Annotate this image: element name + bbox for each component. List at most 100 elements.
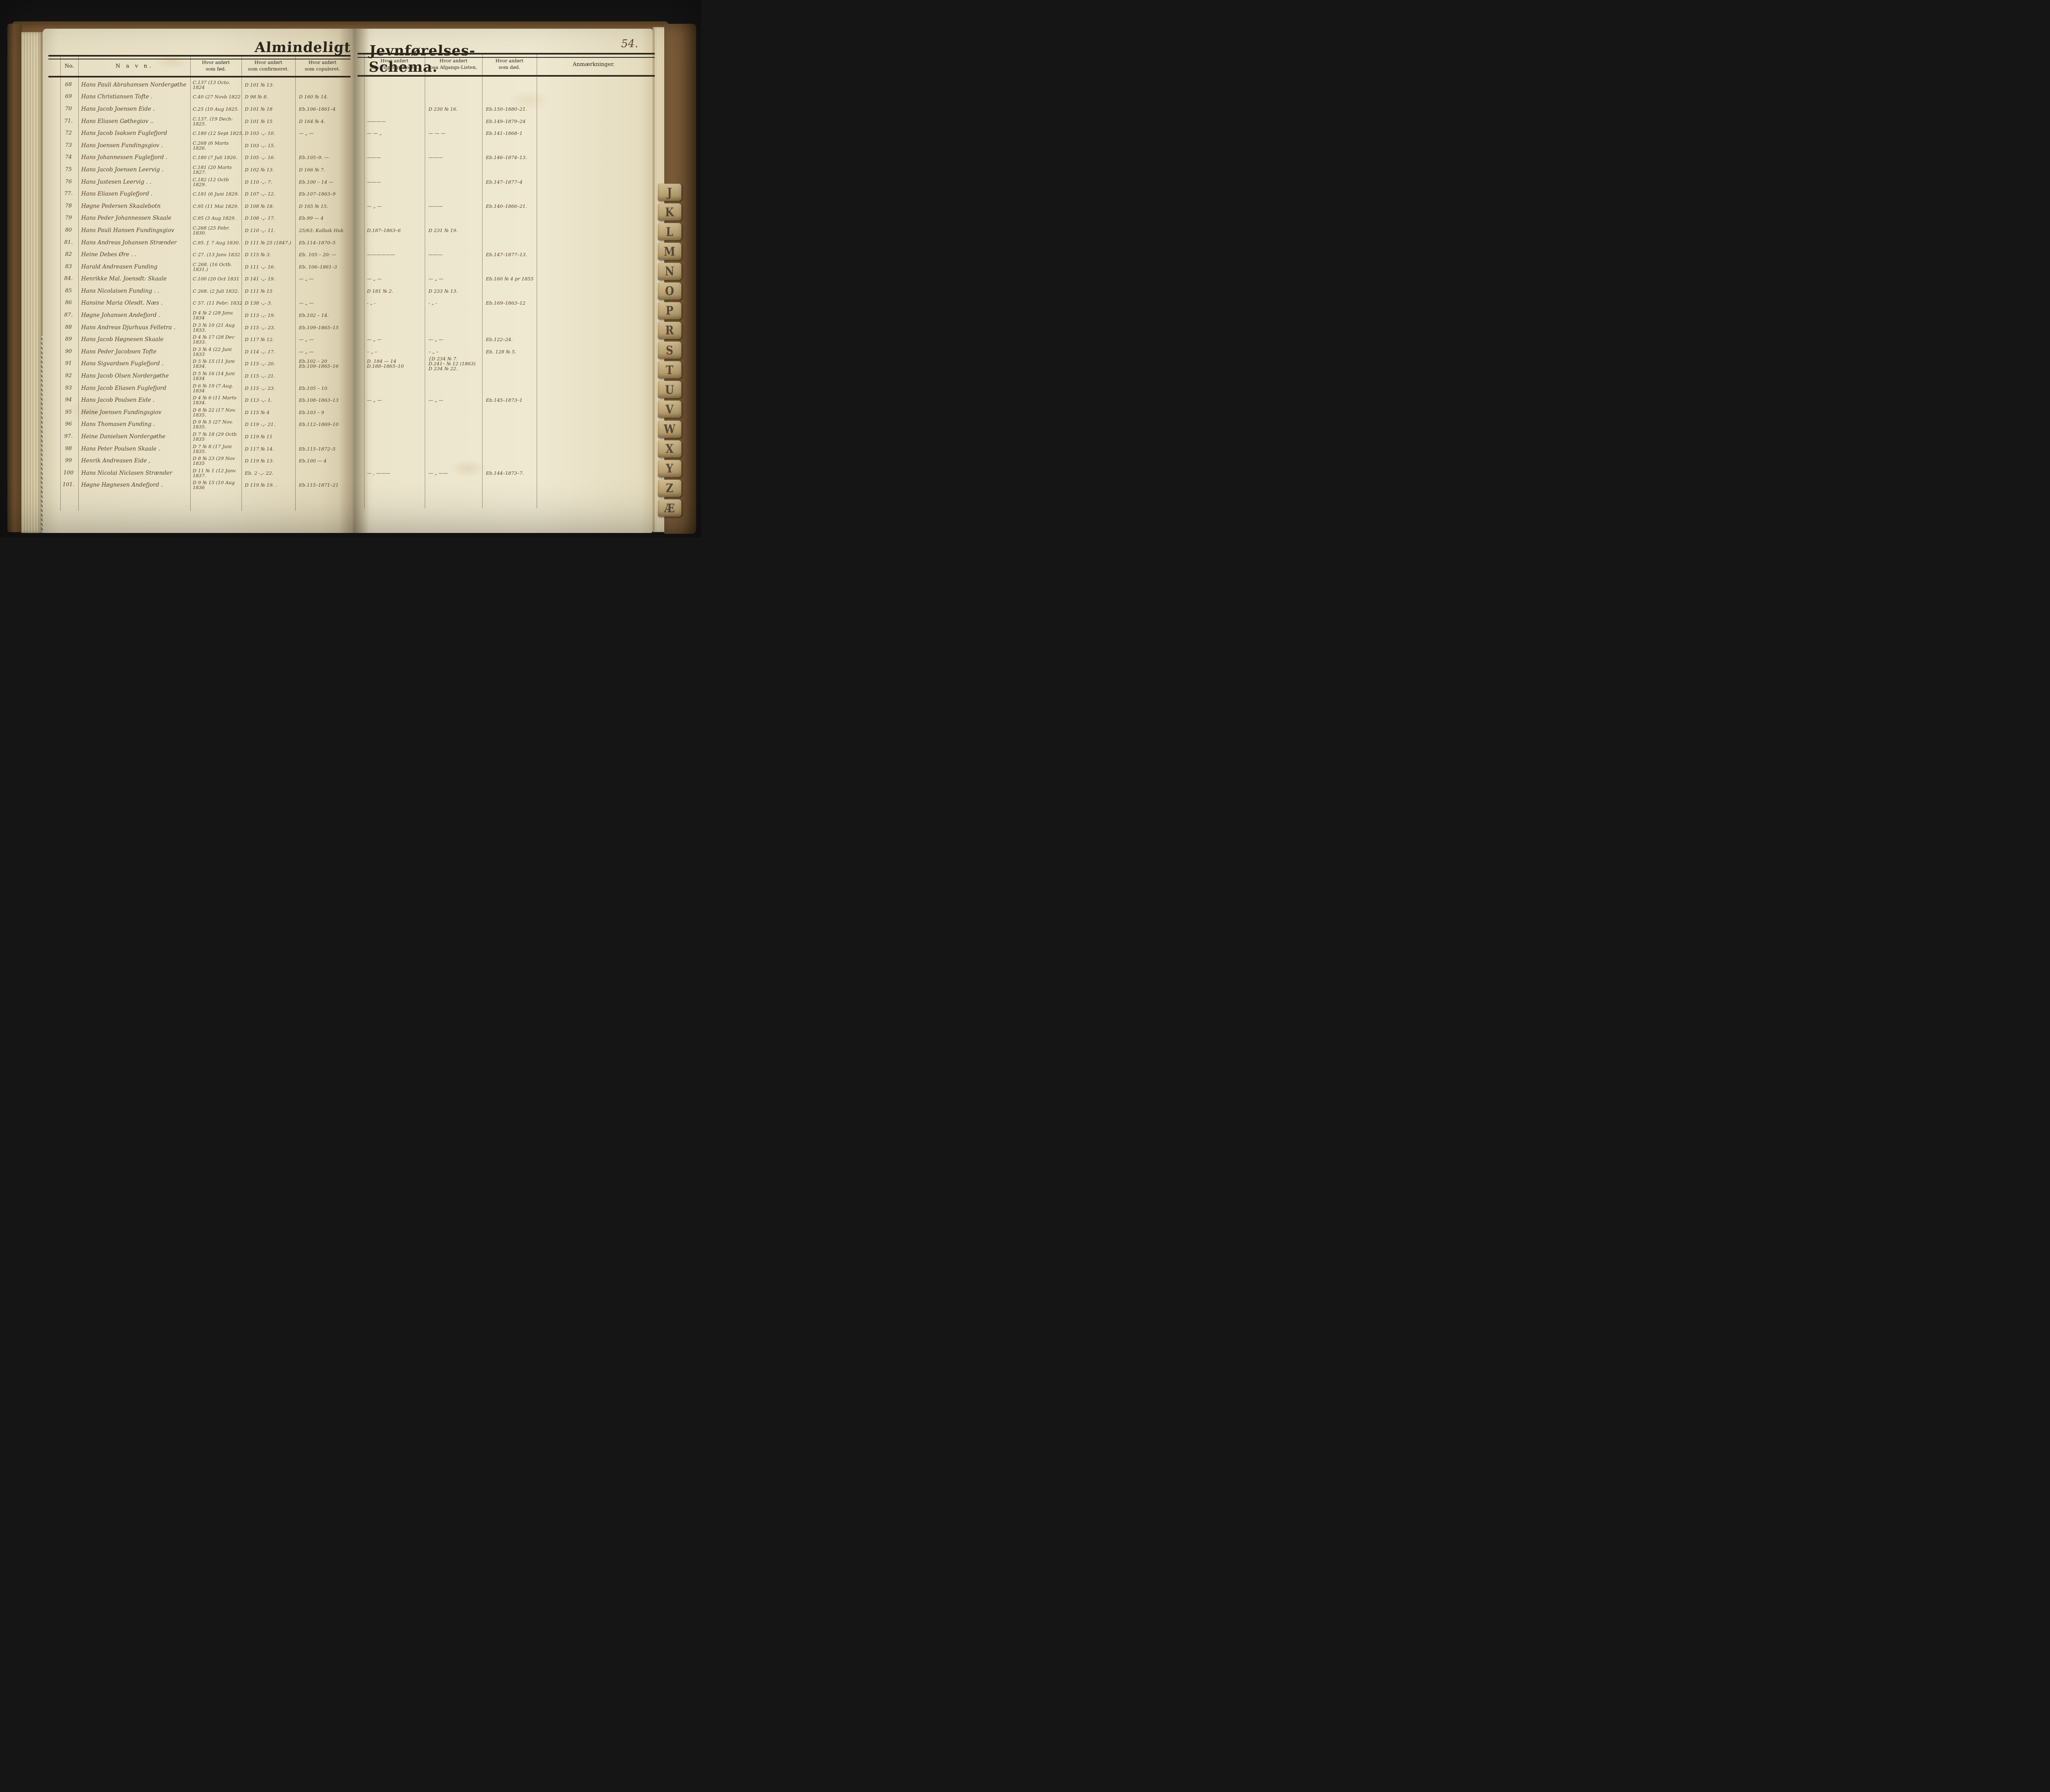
cell-navn: Hans Jacob Isaksen Fuglefjord <box>81 130 167 137</box>
cell-navn: Henrikke Mal. Joensdt: Skaale <box>81 276 167 282</box>
row-number: 95 <box>65 409 72 415</box>
row-number: 99 <box>65 458 72 464</box>
row-number: 88 <box>65 324 72 330</box>
index-tab: X <box>658 440 681 458</box>
header-rule <box>48 76 351 77</box>
row-number: 75 <box>65 166 72 173</box>
index-tab-letter: M <box>664 244 675 259</box>
cell-copuleret-ref: Eb.103 – 9 <box>299 409 324 415</box>
cell-foed-ref: D 5 № 15 (11 Juni 1834. <box>193 358 235 369</box>
row-number: 79 <box>65 215 72 221</box>
row-number: 70 <box>65 105 72 112</box>
row-number: 78 <box>65 203 72 209</box>
index-tab: P <box>658 302 681 319</box>
cell-foed-ref: C.95 (11 Mai 1829. <box>193 203 239 209</box>
cell-navn: Hans Andreas Johansen Strænder <box>81 239 177 246</box>
cell-foed-ref: D 5 № 16 (14 Juni 1834 <box>193 371 235 382</box>
index-tab-letter: N <box>665 264 674 278</box>
cell-confirmeret-ref: D 107 -„- 12. <box>245 191 276 197</box>
cell-doed-ref: Eb.147–1877–13. <box>486 252 527 258</box>
row-number: 86 <box>65 300 72 306</box>
cell-tilgangs-ref: - „ - <box>367 300 376 306</box>
register-row: 77. Hans Eliasen Fuglefjord . C.181 (6 J… <box>0 188 701 200</box>
row-number: 73 <box>65 142 72 148</box>
cell-foed-ref: C.40 (27 Novb 1822 <box>193 94 241 100</box>
register-row: 100 Hans Nicolai Niclasen Strænder D 11 … <box>0 467 701 479</box>
register-row: 90 Hans Peder Jacobsen Tofte D 3 № 4 (22… <box>0 346 701 358</box>
cell-copuleret-ref: Eb.105–9. — <box>299 155 329 161</box>
cell-tilgangs-ref: ——— <box>367 179 381 185</box>
register-row: 83 Harald Andreasen Funding C 268. (16 O… <box>0 261 701 273</box>
row-number: 84. <box>64 276 73 282</box>
cell-confirmeret-ref: D 111 -„- 16. <box>245 264 276 270</box>
cell-copuleret-ref: Eb.109–1865–15 <box>299 324 339 330</box>
index-tab: V <box>658 401 681 418</box>
cell-copuleret-ref: Eb. 105 – 20: — <box>299 252 337 258</box>
cell-confirmeret-ref: D 108 -„- 17. <box>245 215 276 221</box>
index-tab-letter: R <box>665 323 674 337</box>
cell-navn: Hans Johannessen Fuglefjord . <box>81 154 168 161</box>
row-number: 101. <box>62 482 75 488</box>
cell-copuleret-ref: Eb.107–1863–9 <box>299 191 336 197</box>
cell-foed-ref: C.181 (20 Marts 1827. <box>193 164 232 175</box>
cell-afgangs-ref: D 230 № 16. <box>428 106 458 112</box>
cell-afgangs-ref: — „ —— <box>428 470 448 476</box>
cell-copuleret-ref: Eb.115–1872–5 <box>299 446 336 452</box>
cell-navn: Hans Sigvardsen Fuglefjord . <box>81 360 164 367</box>
register-row: 84. Henrikke Mal. Joensdt: Skaale C.100 … <box>0 273 701 285</box>
row-number: 90 <box>65 348 72 355</box>
cell-navn: Hans Joensen Fundingsgiov . <box>81 142 163 149</box>
row-number: 91 <box>65 360 72 367</box>
cell-foed-ref: C.95 (3 Aug 1829. <box>193 215 236 221</box>
cell-foed-ref: C.100 (20 Oct 1831 <box>193 276 239 282</box>
cell-foed-ref: D 4 № 6 (11 Marts 1834. <box>193 395 237 406</box>
cell-navn: Hans Jacob Joensen Leervig . <box>81 166 164 173</box>
register-row: 101. Høgne Høgnesen Andefjord . D 9 № 15… <box>0 479 701 492</box>
cell-confirmeret-ref: D 111 № 25 (1847.) <box>245 239 292 246</box>
col-header-navn: N a v n. <box>115 63 153 69</box>
col-header-copuleret: Hvor anført som copuleret. <box>305 59 340 72</box>
index-tab: K <box>658 203 681 221</box>
cell-afgangs-ref: ——— <box>428 203 443 209</box>
cell-foed-ref: C.95. f. 7 Aug 1830. <box>193 239 240 246</box>
cell-doed-ref: Eb.149–1879–24 <box>486 118 526 124</box>
index-tab-letter: Y <box>666 462 673 476</box>
cell-confirmeret-ref: D 113 -„- 1. <box>245 397 272 403</box>
cell-confirmeret-ref: D 105 -„- 16. <box>245 155 276 161</box>
header-rule <box>358 53 655 55</box>
column-rule <box>295 57 296 511</box>
cell-tilgangs-ref: D.187–1863–6 <box>367 227 401 233</box>
cell-doed-ref: Eb.141–1868–1 <box>486 130 523 137</box>
cell-foed-ref: C.182 (12 Octb 1829. <box>193 176 229 187</box>
cell-navn: Hans Peter Poulsen Skaale . <box>81 445 160 452</box>
cell-tilgangs-ref: D 181 № 2. <box>367 288 393 294</box>
cell-navn: Hans Eliasen Fuglefjord . <box>81 191 153 198</box>
index-tab-letter: O <box>665 284 674 298</box>
cell-foed-ref: D 8 № 23 (29 Nov 1835 <box>193 455 235 467</box>
cell-tilgangs-ref: —————— <box>367 252 395 258</box>
header-rule <box>358 75 655 77</box>
index-tab-letter: P <box>665 304 674 318</box>
cell-copuleret-ref: Eb.106–1861–4 <box>299 106 336 112</box>
cell-foed-ref: C 268. (2 Juli 1832. <box>193 288 239 294</box>
cell-navn: Henrik Andreasen Eide , <box>81 458 150 465</box>
index-tab-letter: S <box>665 343 674 357</box>
index-tab-letter: Æ <box>664 501 675 515</box>
cell-afgangs-ref: – „ – <box>428 348 439 355</box>
cell-tilgangs-ref: ———— <box>367 118 386 124</box>
book-cover-left-edge <box>7 24 22 532</box>
register-row: 98 Hans Peter Poulsen Skaale . D 7 № 8 (… <box>0 443 701 455</box>
row-number: 96 <box>65 421 72 428</box>
cell-confirmeret-ref: Eb. 2 -„- 22. <box>245 470 273 476</box>
cell-foed-ref: D 3 № 4 (22 Juni 1833 <box>193 346 232 357</box>
cell-foed-ref: C.181 (6 Juni 1829. <box>193 191 239 197</box>
cell-confirmeret-ref: D 117 № 14. <box>245 446 274 452</box>
register-row: 94 Hans Jacob Poulsen Eide . D 4 № 6 (11… <box>0 394 701 406</box>
cell-copuleret-ref: — „ — <box>299 130 314 137</box>
register-row: 89 Hans Jacob Høgnesen Skaale D 4 № 17 (… <box>0 333 701 346</box>
cell-foed-ref: C.137 (13 Octo. 1824 <box>193 79 230 90</box>
col-header-anmaerkninger: Anmærkninger. <box>572 61 615 68</box>
row-number: 82 <box>65 251 72 258</box>
cell-copuleret-ref: Eb.115–1871–21 <box>299 482 339 488</box>
cell-afgangs-ref: ——— <box>428 252 443 258</box>
